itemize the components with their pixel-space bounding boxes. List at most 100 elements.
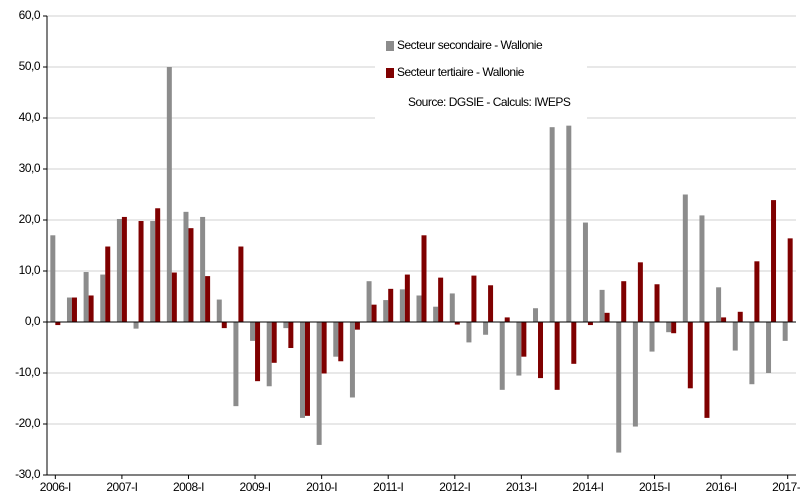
bar: [571, 322, 577, 364]
x-tick-label: 2017-I: [772, 480, 800, 494]
bar: [488, 285, 494, 322]
bar: [116, 218, 122, 322]
bar: [499, 322, 505, 390]
x-tick-label: 2011-I: [373, 480, 403, 494]
bar: [666, 322, 672, 333]
bar: [354, 322, 360, 330]
bar: [366, 281, 372, 322]
bar: [88, 295, 94, 322]
bar: [554, 322, 560, 390]
x-tick-label: 2013-I: [506, 480, 537, 494]
bar: [316, 322, 322, 445]
y-tick-label: -10,0: [15, 365, 41, 379]
bar: [299, 322, 305, 418]
bar: [604, 312, 610, 322]
bar: [255, 322, 261, 382]
bar: [200, 216, 206, 322]
bar: [599, 289, 605, 322]
bar: [150, 221, 156, 322]
y-tick-label: -20,0: [15, 416, 41, 430]
x-tick-label: 2012-I: [439, 480, 470, 494]
bar: [533, 308, 539, 322]
bar: [483, 322, 489, 335]
bar: [749, 322, 755, 385]
y-tick-label: 40,0: [19, 110, 41, 124]
x-tick-label: 2008-I: [173, 480, 204, 494]
y-tick-label: 20,0: [19, 212, 41, 226]
y-tick-label: -30,0: [15, 467, 41, 481]
bar: [171, 272, 177, 322]
bar: [616, 322, 622, 453]
bar: [416, 295, 422, 322]
bar: [371, 304, 377, 322]
x-tick-label: 2015-I: [639, 480, 670, 494]
bar: [587, 322, 593, 326]
bar: [782, 322, 788, 341]
bar: [516, 322, 522, 376]
bar: [704, 322, 710, 418]
bar: [438, 277, 444, 322]
bar: [399, 289, 405, 322]
bar: [50, 235, 56, 322]
x-tick-label: 2010-I: [306, 480, 337, 494]
bar: [183, 211, 189, 322]
bar: [766, 322, 772, 373]
bar: [233, 322, 239, 407]
x-tick-label: 2014-I: [572, 480, 603, 494]
bar: [787, 238, 793, 322]
legend-label: Secteur secondaire - Wallonie: [397, 38, 543, 52]
bar: [404, 274, 410, 322]
y-tick-label: 10,0: [19, 263, 41, 277]
bar: [582, 222, 588, 322]
bar: [771, 200, 777, 322]
bar: [538, 322, 544, 379]
bar: [338, 322, 344, 362]
bar: [83, 272, 89, 322]
bar: [155, 208, 161, 322]
bar: [632, 322, 638, 427]
y-tick-label: 0,0: [25, 314, 41, 328]
bar: [288, 322, 294, 349]
bar: [321, 322, 327, 374]
legend-label: Secteur tertiaire - Wallonie: [397, 65, 525, 79]
bar: [504, 317, 510, 322]
bar: [421, 235, 427, 322]
bar: [304, 322, 310, 416]
bar: [138, 221, 144, 322]
bar: [383, 300, 389, 322]
bar: [699, 215, 705, 322]
bar: [454, 322, 460, 325]
y-tick-label: 50,0: [19, 59, 41, 73]
x-tick-label: 2016-I: [706, 480, 737, 494]
bar: [449, 293, 455, 322]
y-tick-label: 60,0: [19, 8, 41, 22]
bar: [433, 306, 439, 322]
bar: [754, 261, 760, 322]
x-tick-label: 2006-I: [40, 480, 71, 494]
bar: [671, 322, 677, 334]
bar: [188, 228, 194, 322]
bar: [105, 246, 111, 322]
bar: [716, 287, 722, 322]
bar: [271, 322, 277, 363]
bar: [238, 246, 244, 322]
bar: [737, 311, 743, 322]
bar: [682, 194, 688, 322]
annotation: Source: DGSIE - Calculs: IWEPS: [408, 95, 571, 109]
bar: [466, 322, 472, 343]
bar: [654, 284, 660, 322]
bar: [266, 322, 272, 387]
bar: [205, 276, 211, 322]
bar: [349, 322, 355, 398]
bar: [687, 322, 693, 389]
bar: [621, 281, 627, 322]
bar: [133, 322, 139, 329]
bar: [166, 67, 172, 322]
bar: [471, 275, 477, 322]
bar: [121, 216, 127, 322]
bar: [637, 262, 643, 322]
bar: [333, 322, 339, 357]
bar: [732, 322, 738, 351]
bar: [55, 322, 61, 326]
bar: [721, 317, 727, 322]
